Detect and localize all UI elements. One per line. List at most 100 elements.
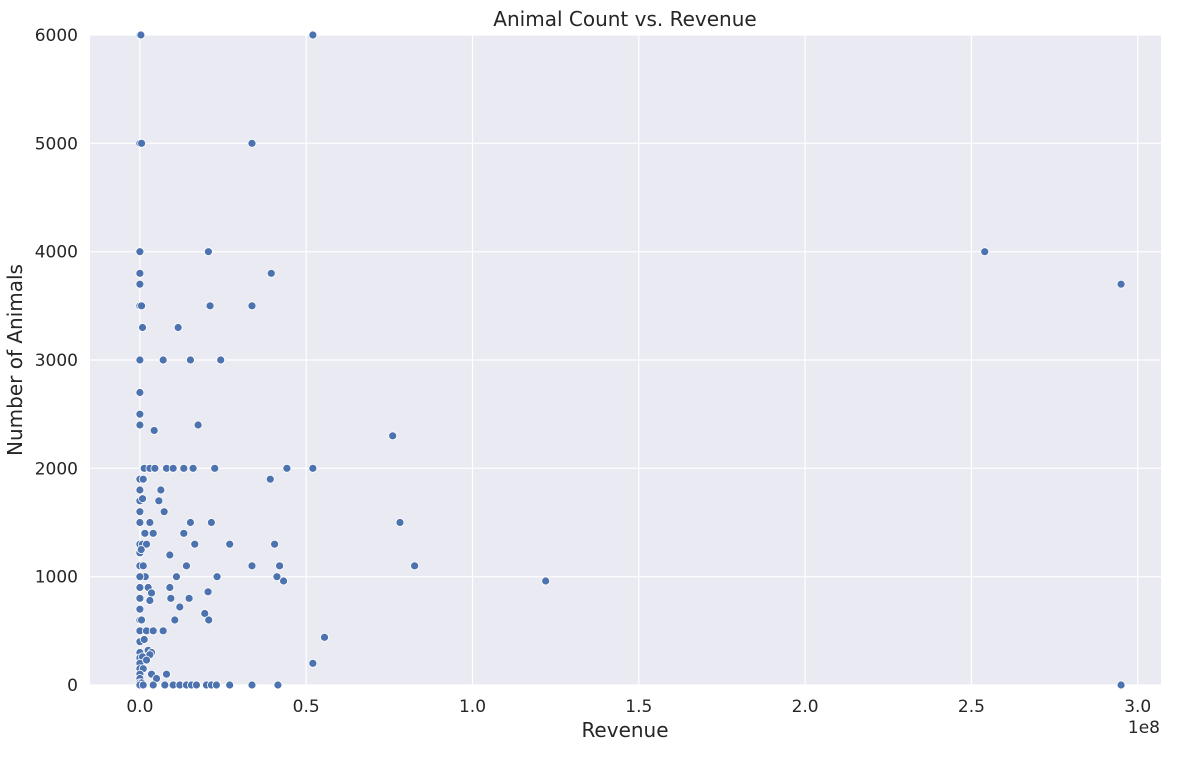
data-point: [279, 576, 288, 586]
data-point: [165, 550, 175, 560]
data-point: [200, 609, 210, 618]
y-tick-label: 2000: [35, 459, 78, 479]
data-point: [149, 426, 159, 435]
data-point: [204, 615, 214, 625]
data-point: [190, 539, 200, 549]
y-tick-label: 3000: [35, 351, 78, 371]
data-point: [156, 485, 166, 495]
y-tick-label: 4000: [35, 243, 78, 263]
data-point: [140, 528, 150, 538]
data-point: [154, 496, 164, 506]
data-point: [273, 680, 283, 690]
x-tick-label: 0.5: [293, 697, 320, 717]
data-point: [138, 561, 148, 571]
y-tick-labels: 0 1000 2000 3000 4000 5000 6000: [35, 26, 78, 696]
data-point: [135, 518, 145, 527]
data-point: [135, 572, 145, 582]
x-tick-label: 0.0: [126, 697, 153, 717]
data-point: [247, 138, 257, 148]
data-point: [159, 507, 169, 517]
data-point: [270, 539, 279, 549]
data-point: [139, 635, 149, 644]
data-point: [282, 463, 292, 473]
data-point: [179, 463, 189, 473]
y-tick-label: 1000: [35, 568, 78, 588]
data-point: [158, 355, 168, 365]
data-point: [136, 545, 146, 554]
data-point: [135, 268, 145, 278]
data-point: [138, 474, 148, 484]
data-point: [247, 561, 257, 571]
data-point: [135, 247, 145, 257]
data-point: [203, 587, 213, 597]
data-point: [135, 388, 145, 397]
data-point: [541, 576, 551, 586]
data-point: [138, 323, 147, 332]
data-point: [150, 463, 160, 473]
data-point: [410, 561, 420, 571]
data-point: [204, 247, 213, 257]
data-point: [148, 528, 158, 538]
data-point: [211, 680, 221, 690]
data-point: [272, 572, 282, 582]
data-point: [135, 583, 145, 592]
data-point: [147, 588, 156, 598]
data-point: [137, 615, 146, 625]
data-point: [182, 561, 191, 571]
data-point: [308, 463, 318, 473]
x-axis-title: Revenue: [581, 718, 668, 742]
data-point: [207, 518, 216, 527]
data-point: [179, 528, 189, 538]
x-tick-labels: 0.0 0.5 1.0 1.5 2.0 2.5 3.0: [126, 697, 1151, 717]
data-point: [395, 518, 405, 527]
data-point: [142, 539, 151, 549]
data-point: [275, 561, 284, 571]
data-point: [168, 463, 178, 473]
data-point: [266, 268, 276, 278]
data-point: [205, 301, 215, 311]
data-point: [135, 604, 145, 614]
data-point: [186, 355, 195, 365]
data-point: [184, 593, 194, 603]
gridlines: [90, 34, 1161, 686]
data-point: [137, 301, 146, 311]
data-point: [166, 593, 176, 603]
data-point: [135, 507, 145, 517]
data-point: [136, 30, 146, 40]
x-tick-label: 1.5: [625, 697, 652, 717]
x-tick-label: 2.5: [958, 697, 985, 717]
data-point: [225, 539, 235, 549]
data-point: [212, 572, 222, 582]
data-point: [188, 463, 198, 473]
data-point: [135, 409, 145, 419]
data-point: [137, 138, 146, 148]
x-tick-label: 2.0: [792, 697, 819, 717]
x-tick-label: 1.0: [459, 697, 486, 717]
data-point: [216, 355, 226, 365]
data-point: [388, 431, 398, 441]
data-point: [148, 680, 158, 690]
data-point: [173, 323, 183, 332]
data-point: [135, 279, 145, 289]
data-point: [135, 355, 145, 365]
data-point: [148, 626, 158, 636]
y-axis-title: Number of Animals: [3, 264, 27, 456]
data-point: [172, 572, 181, 582]
data-point: [265, 474, 275, 484]
data-point: [247, 301, 257, 311]
data-point: [145, 518, 155, 527]
data-point: [135, 485, 145, 495]
data-points: [135, 30, 1126, 690]
data-point: [145, 596, 155, 605]
data-point: [247, 680, 257, 690]
chart-title: Animal Count vs. Revenue: [493, 7, 756, 31]
y-tick-label: 6000: [35, 26, 78, 46]
x-tick-label: 3.0: [1124, 697, 1151, 717]
data-point: [162, 669, 171, 679]
data-point: [225, 680, 235, 690]
data-point: [160, 680, 170, 690]
data-point: [158, 626, 168, 636]
y-tick-label: 5000: [35, 134, 78, 154]
data-point: [210, 463, 220, 473]
